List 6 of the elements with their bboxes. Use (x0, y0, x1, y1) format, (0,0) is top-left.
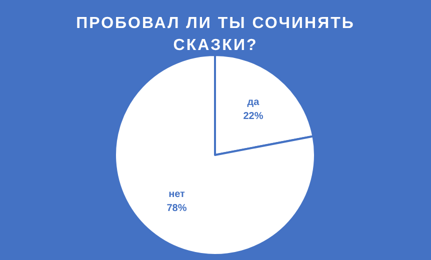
data-label: 22% (243, 110, 264, 122)
slice-label: да (247, 96, 260, 108)
chart-title: ПРОБОВАЛ ЛИ ТЫ СОЧИНЯТЬ СКАЗКИ? (76, 15, 355, 54)
pie-slice (114, 54, 316, 256)
data-label: 78% (166, 203, 187, 214)
slice-label: нет (168, 189, 186, 200)
